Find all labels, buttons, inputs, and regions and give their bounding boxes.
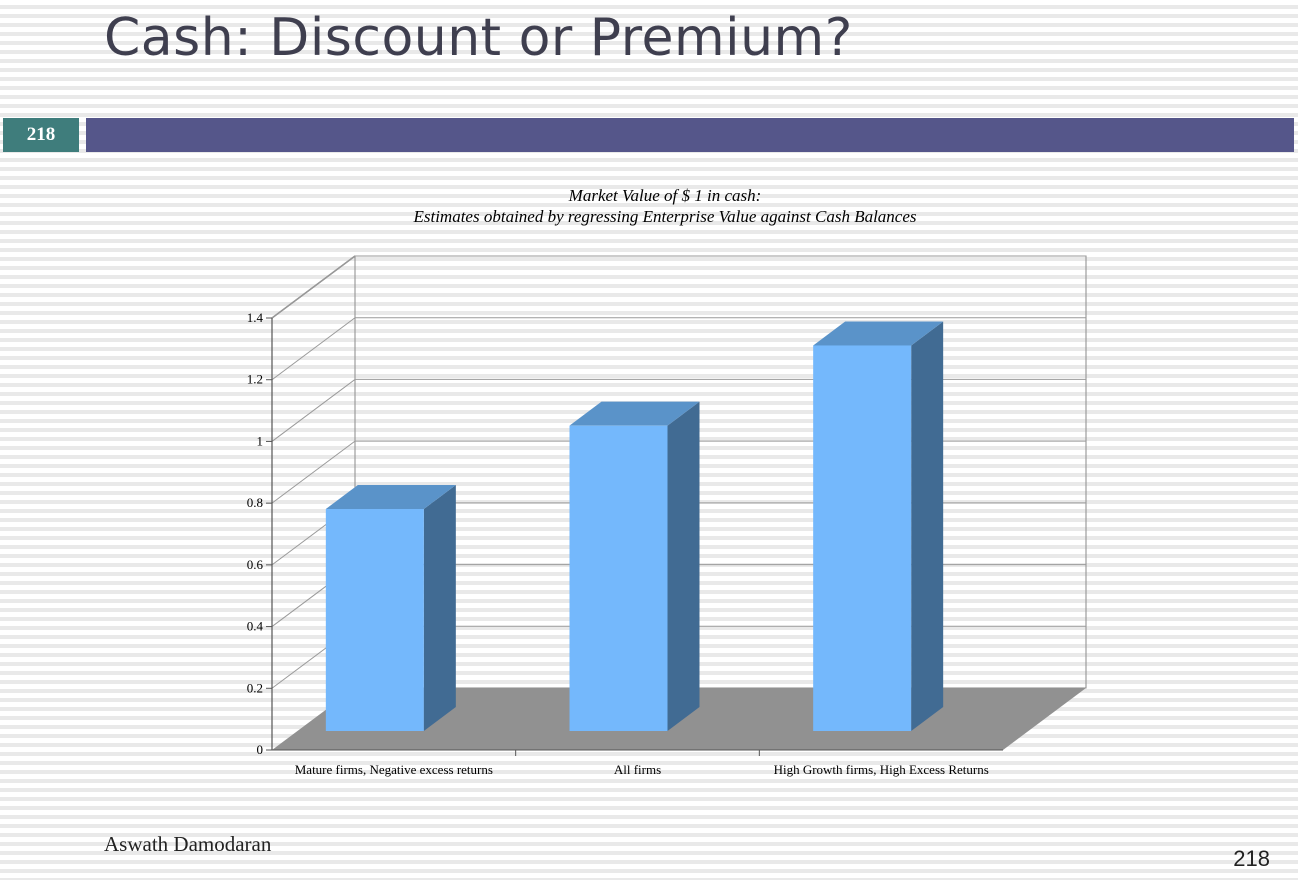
- gridline-diagonal: [271, 255, 356, 319]
- x-tick-label: High Growth firms, High Excess Returns: [774, 762, 989, 777]
- title-underline-bar: [86, 118, 1294, 152]
- x-tick-label: Mature firms, Negative excess returns: [295, 762, 493, 777]
- bar-top: [325, 485, 456, 509]
- y-tick-label: 0.8: [247, 495, 263, 510]
- y-tick-label: 0.2: [247, 680, 263, 695]
- bar-side: [667, 401, 700, 731]
- bar-side: [911, 321, 944, 731]
- chart-plot-area: 0 0.2 0.4 0.6 0.8 1 1.2 1.4 Mature firms, Negati…: [247, 255, 1087, 777]
- bar-top: [813, 321, 944, 346]
- y-tick-label: 1.2: [247, 372, 263, 387]
- y-tick-label: 0.4: [247, 619, 264, 634]
- gridline-diagonal: [271, 379, 356, 442]
- y-tick-label: 0.6: [247, 557, 264, 572]
- slide-title: Cash: Discount or Premium?: [104, 8, 853, 68]
- gridline-diagonal: [271, 440, 356, 504]
- bar-side: [423, 485, 456, 731]
- y-tick-label: 1.4: [247, 310, 264, 325]
- bar: [569, 425, 668, 731]
- x-tick-label: All firms: [614, 762, 661, 777]
- y-tick-label: 1: [257, 433, 264, 448]
- chart-title: Market Value of $ 1 in cash:: [568, 186, 762, 205]
- chart-subtitle: Estimates obtained by regressing Enterpr…: [412, 207, 916, 226]
- bar: [813, 345, 912, 731]
- gridline-diagonal: [271, 317, 356, 381]
- chart-back-wall: [354, 255, 1087, 689]
- footer-page-number: 218: [1233, 846, 1270, 871]
- y-tick-label: 0: [257, 742, 264, 757]
- footer-author: Aswath Damodaran: [104, 832, 272, 856]
- slide-number-badge: 218: [3, 118, 79, 152]
- bar: [325, 509, 424, 731]
- bar-top: [569, 401, 700, 426]
